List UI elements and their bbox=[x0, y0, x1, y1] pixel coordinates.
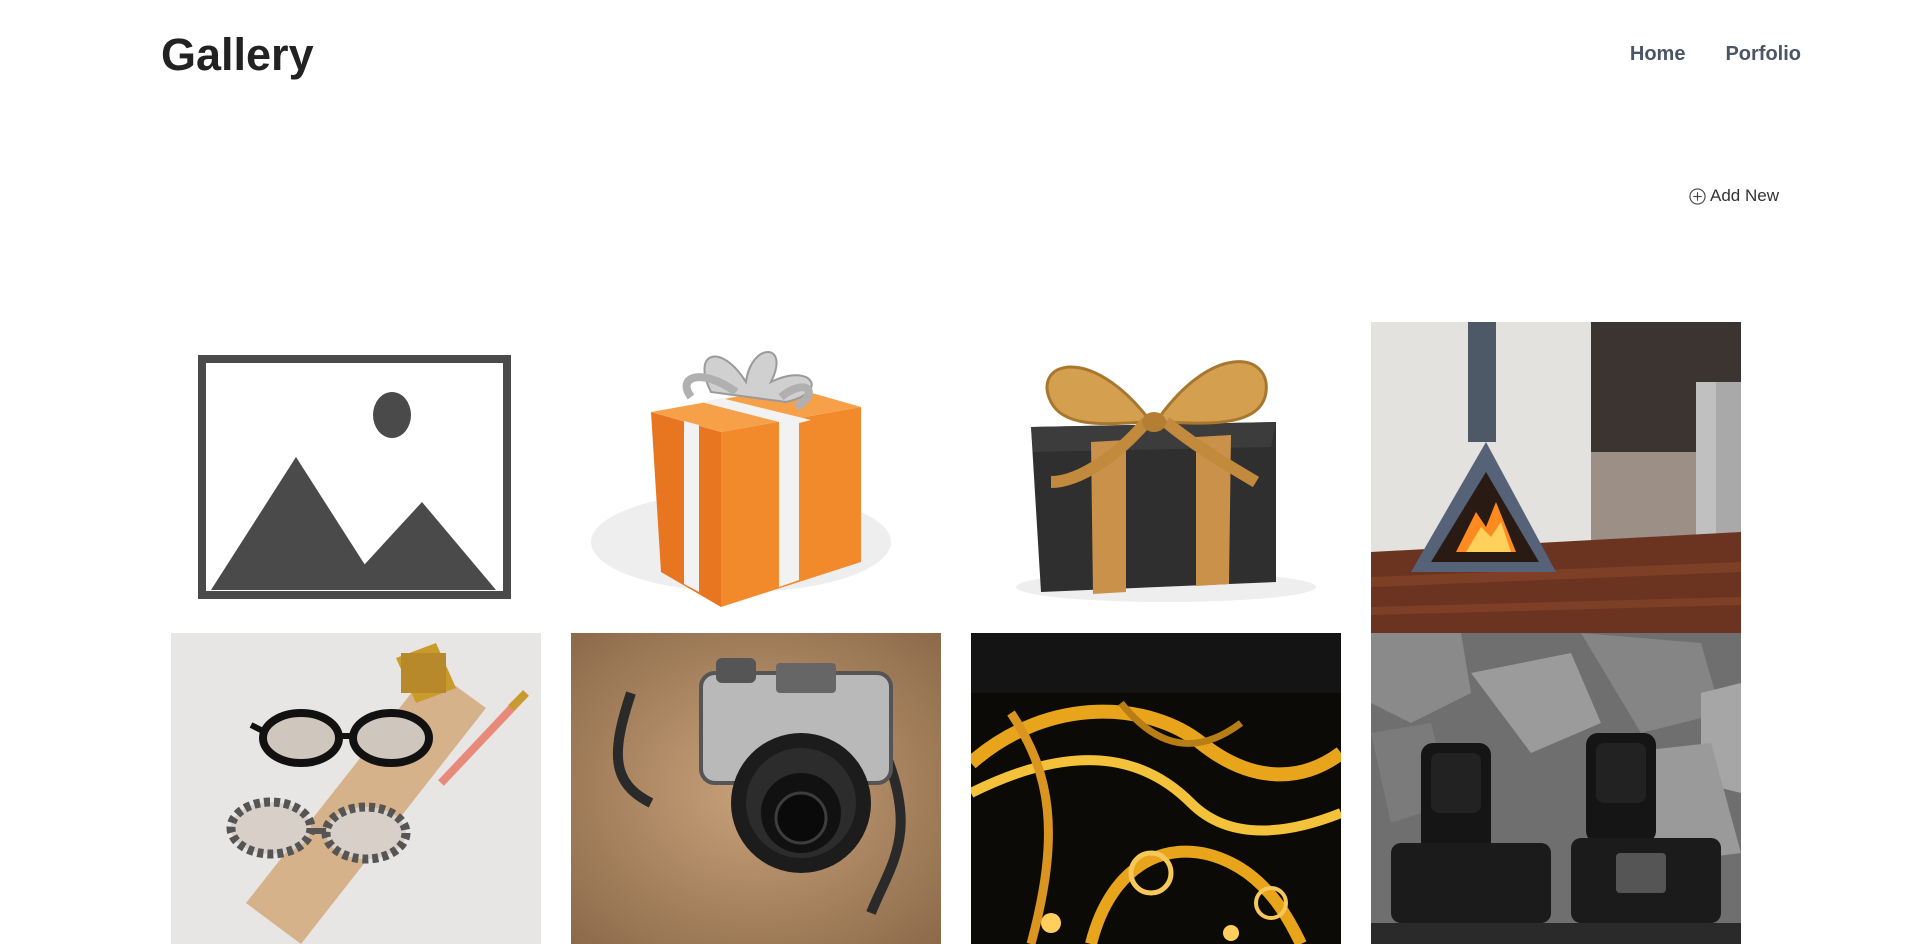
gallery-image-camera[interactable] bbox=[571, 633, 941, 944]
gallery-image-fireplace[interactable] bbox=[1371, 322, 1741, 633]
camera-picture bbox=[571, 633, 941, 944]
nav-link-portfolio[interactable]: Porfolio bbox=[1725, 43, 1801, 65]
main-nav: Home Porfolio bbox=[1630, 42, 1801, 66]
glasses-picture bbox=[171, 633, 541, 944]
gallery-image-city-night[interactable] bbox=[971, 633, 1341, 944]
black-gift-picture bbox=[971, 322, 1341, 633]
gallery-image-black-gift[interactable] bbox=[971, 322, 1341, 633]
nav-link-home[interactable]: Home bbox=[1629, 43, 1686, 65]
add-new-label: Add New bbox=[1710, 186, 1779, 205]
site-title: Gallery bbox=[161, 29, 314, 80]
placeholder-image-icon bbox=[171, 322, 541, 633]
site-header: Gallery Home Porfolio bbox=[0, 0, 1917, 110]
gallery-image-cameras-rocks[interactable] bbox=[1371, 633, 1741, 944]
plus-circle-icon bbox=[1689, 187, 1706, 205]
gallery-image-glasses[interactable] bbox=[171, 633, 541, 944]
orange-gift-picture bbox=[571, 322, 941, 633]
gallery-image-orange-gift[interactable] bbox=[571, 322, 941, 633]
add-new-button[interactable]: Add New bbox=[1689, 186, 1779, 206]
cameras-rocks-picture bbox=[1371, 633, 1741, 944]
gallery-image-placeholder[interactable] bbox=[171, 322, 541, 633]
city-night-picture bbox=[971, 633, 1341, 944]
fireplace-picture bbox=[1371, 322, 1741, 633]
